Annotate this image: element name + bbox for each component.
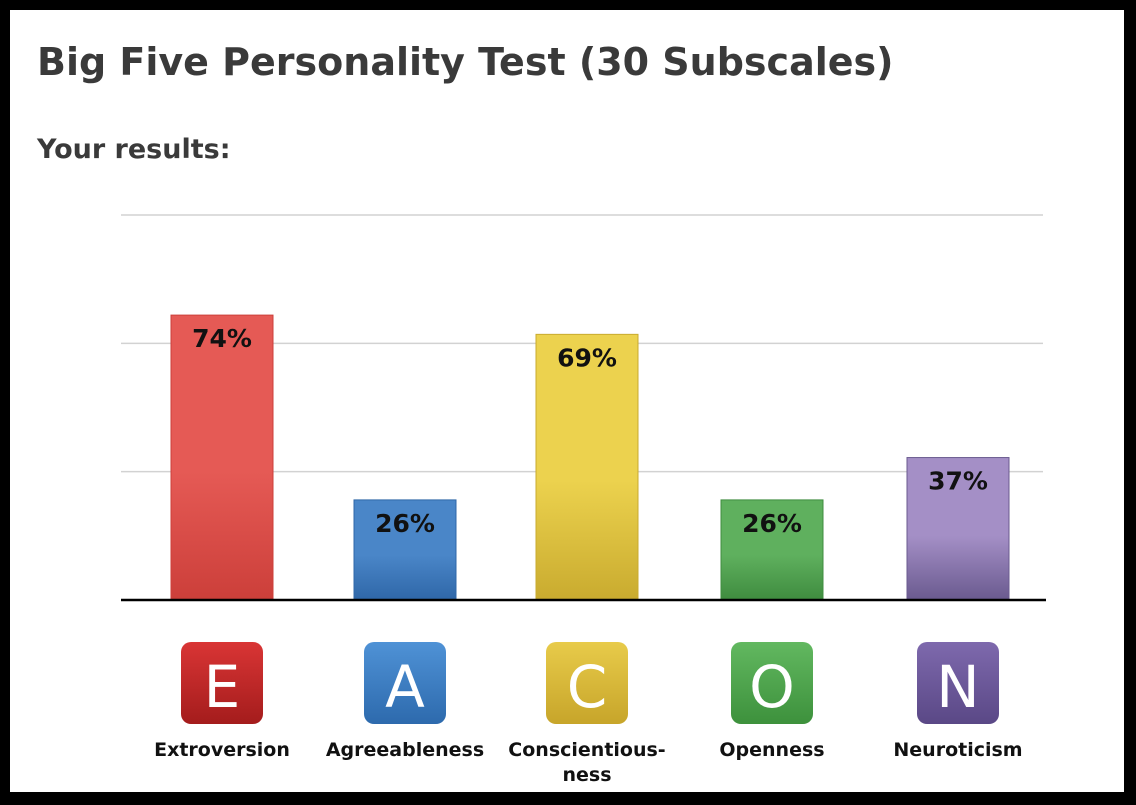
bar-value-label: 37%	[928, 467, 988, 496]
bars: 74% 26% 69% 26% 37%	[171, 315, 1009, 600]
category-label: Extroversion	[154, 739, 290, 761]
bar-value-label: 26%	[742, 509, 802, 538]
bar-value-label: 74%	[192, 324, 252, 353]
results-card: Big Five Personality Test (30 Subscales)…	[10, 10, 1124, 792]
tile-letter: C	[567, 653, 608, 721]
category-label: Agreeableness	[326, 739, 484, 761]
category-label: Openness	[719, 739, 824, 761]
bar-c	[536, 334, 638, 600]
tile-letter: O	[749, 653, 795, 721]
bar-value-label: 69%	[557, 343, 617, 372]
personality-bar-chart: 74% 26% 69% 26% 37% E A C O N Extroversion Agreea…	[10, 10, 1124, 792]
category-label: Conscientious-	[508, 739, 665, 761]
category-labels: Extroversion Agreeableness Conscientious-n…	[154, 739, 1023, 786]
tile-letter: E	[204, 653, 241, 721]
category-label: ness	[562, 764, 611, 786]
tile-letter: A	[385, 653, 425, 721]
tile-letter: N	[936, 653, 979, 721]
category-label: Neuroticism	[893, 739, 1022, 761]
bar-value-label: 26%	[375, 509, 435, 538]
bar-e	[171, 315, 273, 600]
